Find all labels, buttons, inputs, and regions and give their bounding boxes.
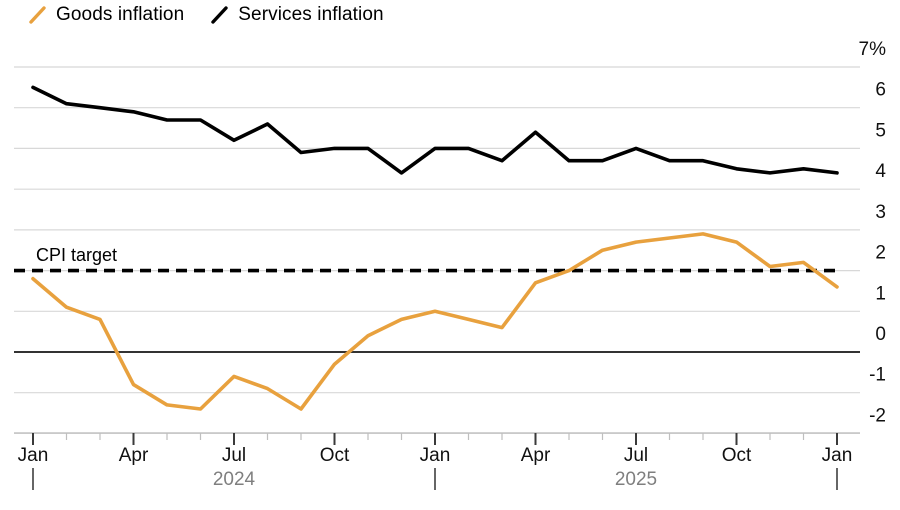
x-axis-label: Oct xyxy=(722,445,752,466)
y-axis-label: 3 xyxy=(875,202,886,223)
goods-line-icon xyxy=(29,6,46,24)
legend-item-goods: Goods inflation xyxy=(28,4,184,26)
year-label: 2024 xyxy=(213,469,256,490)
legend-label-services: Services inflation xyxy=(238,4,384,25)
y-axis-label: 7% xyxy=(859,39,887,60)
y-axis-label: 2 xyxy=(875,243,886,264)
y-axis-label: 1 xyxy=(875,283,886,304)
y-axis-label: 5 xyxy=(875,120,886,141)
x-axis-label: Jan xyxy=(822,445,853,466)
y-axis-label: -1 xyxy=(869,365,886,386)
x-axis-label: Apr xyxy=(521,445,551,466)
x-axis-label: Jul xyxy=(222,445,246,466)
cpi-target-label: CPI target xyxy=(36,245,118,265)
x-axis-label: Jan xyxy=(420,445,451,466)
y-axis-label: 6 xyxy=(875,80,886,101)
services-line-icon xyxy=(211,6,228,24)
legend-label-goods: Goods inflation xyxy=(56,4,185,25)
x-axis-label: Apr xyxy=(119,445,149,466)
y-axis-label: -2 xyxy=(869,405,886,426)
legend: Goods inflation Services inflation xyxy=(28,4,384,26)
year-label: 2025 xyxy=(615,469,657,490)
x-axis-label: Oct xyxy=(320,445,350,466)
x-axis-label: Jul xyxy=(624,445,648,466)
services-line-glyph xyxy=(211,6,228,24)
goods-line-glyph xyxy=(29,6,46,24)
y-axis-label: 4 xyxy=(875,161,886,182)
y-axis-label: 0 xyxy=(875,324,886,345)
x-axis-label: Jan xyxy=(18,445,49,466)
legend-item-services: Services inflation xyxy=(210,4,384,26)
goods-inflation-line xyxy=(31,232,839,411)
services-inflation-line xyxy=(31,85,839,175)
